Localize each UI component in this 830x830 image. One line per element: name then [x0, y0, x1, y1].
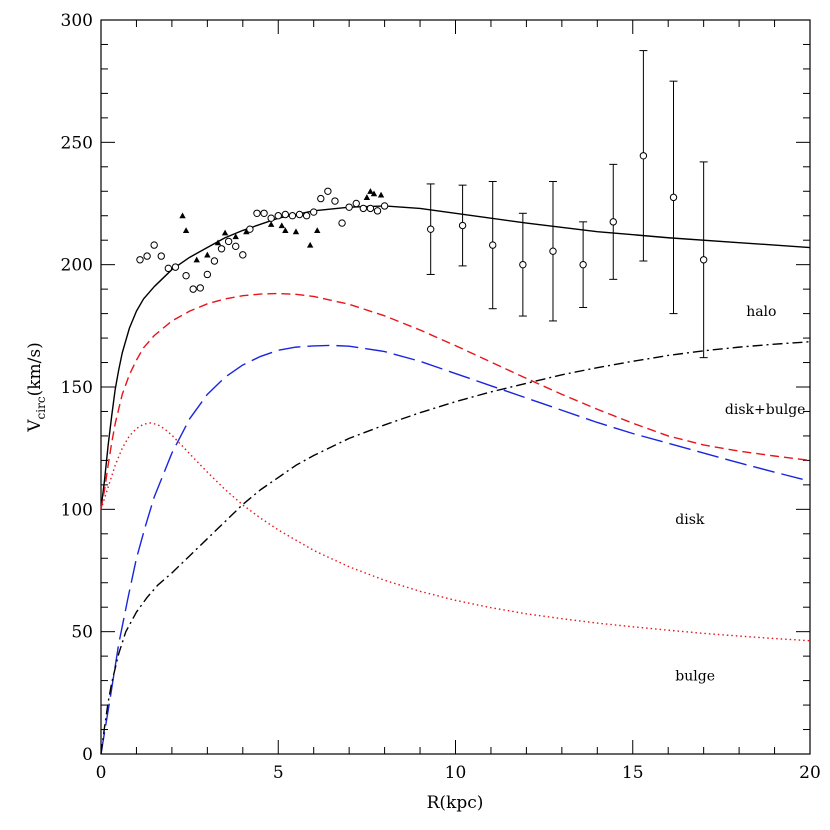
plot-frame: [100, 19, 811, 755]
model-curves: [100, 205, 811, 755]
curve-disk: [100, 344, 811, 755]
data-point-triangle: [306, 241, 314, 248]
data-point-circle: [210, 257, 219, 265]
data-point-triangle: [314, 227, 321, 233]
data-point-circle: [345, 203, 353, 211]
data-point-triangle: [232, 233, 239, 240]
data-point-circle: [182, 271, 190, 280]
data-point-circle: [359, 204, 368, 213]
curve-bulge: [100, 422, 811, 642]
data-point-circle: [239, 251, 247, 259]
data-point-triangle: [214, 239, 222, 246]
data-point-triangle: [370, 190, 378, 197]
curve-disk-plus-bulge: [100, 292, 811, 510]
data-point-circle: [352, 199, 360, 208]
data-point-triangle: [278, 222, 285, 229]
data-point-circle: [189, 285, 197, 293]
data-point-circle: [310, 208, 318, 216]
x-axis-title: R(kpc): [427, 793, 484, 813]
data-point-circle: [232, 242, 240, 251]
data-point-circle: [260, 209, 268, 217]
y-tick-label: 0: [82, 745, 93, 765]
data-point-triangle: [282, 227, 289, 233]
data-point-triangle: [179, 212, 186, 219]
error-bar-point: [519, 260, 527, 269]
y-tick-label: 150: [61, 378, 93, 398]
data-point-circle: [274, 212, 282, 220]
error-bar-point: [549, 247, 557, 255]
data-point-circle: [164, 264, 173, 273]
curve-annotations: halo disk+bulge disk bulge: [675, 304, 805, 685]
y-axis-title-sub: circ: [34, 396, 48, 419]
data-point-triangle: [243, 228, 250, 235]
y-axis-title: Vcirc(km/s): [25, 342, 48, 432]
data-point-circle: [196, 284, 204, 292]
axis-ticks: [100, 19, 811, 755]
error-bar-point: [579, 260, 587, 269]
observed-data: [136, 50, 708, 359]
data-point-circle: [143, 252, 151, 260]
data-point-triangle: [193, 256, 200, 263]
error-bar-point: [699, 256, 708, 264]
data-point-triangle: [182, 227, 190, 233]
y-tick-label: 300: [61, 11, 93, 31]
y-axis-title-main: V: [25, 419, 45, 433]
y-axis-title-rest: (km/s): [25, 342, 45, 396]
data-point-circle: [267, 214, 275, 222]
curve-total: [100, 205, 811, 510]
x-tick-label: 10: [445, 763, 467, 783]
data-point-triangle: [367, 188, 374, 194]
data-point-triangle: [377, 191, 385, 198]
error-bar-point: [458, 221, 467, 230]
error-bar-point: [426, 225, 435, 233]
data-point-circle: [281, 210, 290, 219]
error-bar-point: [489, 241, 497, 249]
data-point-circle: [373, 207, 382, 215]
data-point-circle: [288, 212, 297, 220]
data-point-circle: [366, 204, 375, 213]
data-point-circle: [203, 270, 212, 279]
x-tick-label: 20: [799, 763, 821, 783]
data-point-triangle: [204, 251, 211, 258]
data-point-circle: [302, 212, 311, 220]
error-bar-point: [609, 218, 617, 226]
x-tick-label: 0: [96, 763, 107, 783]
data-point-circle: [253, 209, 261, 217]
y-tick-label: 100: [61, 500, 93, 520]
data-point-circle: [157, 252, 165, 260]
annotation-bulge: bulge: [675, 669, 715, 685]
data-point-triangle: [363, 194, 371, 200]
annotation-disk-plus-bulge: disk+bulge: [725, 402, 806, 418]
data-point-circle: [136, 256, 144, 264]
data-point-circle: [331, 197, 339, 205]
error-bar-point: [669, 193, 678, 202]
data-point-circle: [150, 241, 158, 249]
data-point-triangle: [267, 221, 275, 227]
data-point-circle: [171, 263, 180, 271]
annotation-halo: halo: [746, 304, 776, 320]
x-tick-label: 5: [273, 763, 284, 783]
data-point-circle: [324, 187, 332, 195]
annotation-disk: disk: [675, 512, 705, 528]
data-point-circle: [224, 237, 233, 246]
y-tick-label: 200: [61, 256, 93, 276]
data-point-circle: [295, 210, 304, 219]
y-tick-label: 50: [71, 623, 93, 643]
x-tick-label: 15: [622, 763, 644, 783]
data-point-circle: [317, 194, 325, 203]
y-tick-label: 250: [61, 133, 93, 153]
curve-halo: [100, 341, 811, 755]
error-bar-point: [639, 152, 648, 160]
data-point-circle: [338, 219, 346, 227]
data-point-triangle: [292, 228, 300, 235]
data-point-circle: [217, 245, 226, 253]
data-point-circle: [380, 202, 389, 210]
data-point-triangle: [221, 229, 229, 236]
